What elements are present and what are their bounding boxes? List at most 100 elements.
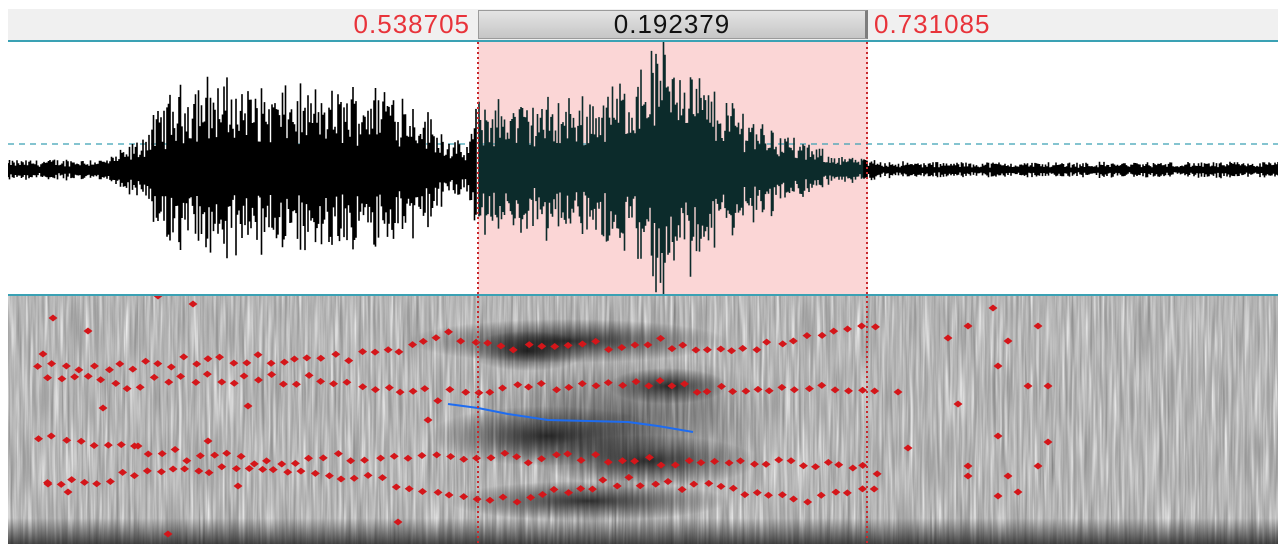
formant-point: [764, 387, 774, 395]
formant-point: [164, 378, 174, 386]
formant-point: [446, 452, 456, 460]
formant-point: [857, 322, 867, 330]
formant-point: [604, 345, 614, 353]
selection-end-time[interactable]: 0.731085: [874, 9, 991, 39]
formant-point: [943, 334, 953, 342]
formant-point: [103, 441, 113, 449]
waveform-panel[interactable]: [8, 42, 1278, 294]
formant-point: [624, 473, 634, 481]
formant-point: [289, 355, 299, 363]
formant-point: [363, 471, 373, 479]
formant-point: [249, 460, 259, 468]
selection-duration-box[interactable]: 0.192379: [478, 10, 868, 39]
formant-point: [804, 385, 814, 393]
formant-point: [1043, 438, 1053, 446]
formant-point: [253, 351, 263, 359]
formant-point: [598, 476, 608, 484]
formant-point: [153, 296, 163, 300]
formant-point: [98, 404, 108, 412]
formant-point: [752, 346, 762, 354]
formant-point: [677, 486, 687, 494]
formant-point: [670, 461, 680, 469]
formant-point: [752, 489, 762, 497]
formant-point: [667, 382, 677, 390]
formant-point: [461, 388, 471, 396]
formant-point: [324, 472, 334, 480]
formant-point: [266, 359, 276, 367]
selection-start-time[interactable]: 0.538705: [353, 9, 470, 39]
formant-point: [290, 459, 300, 467]
formant-point: [57, 375, 67, 383]
formant-point: [498, 493, 508, 501]
formant-point: [342, 378, 352, 386]
formant-point: [170, 445, 180, 453]
formant-point: [417, 452, 427, 460]
formant-point: [848, 464, 858, 472]
formant-point: [360, 456, 370, 464]
energy-blob: [448, 481, 728, 521]
formant-point: [472, 454, 482, 462]
formant-point: [817, 381, 827, 389]
formant-point: [444, 328, 454, 336]
formant-point: [577, 380, 587, 388]
formant-point: [182, 457, 192, 465]
formant-point: [47, 360, 57, 368]
formant-point: [631, 378, 641, 386]
formant-point: [617, 344, 627, 352]
formant-point: [118, 468, 128, 476]
formant-point: [656, 461, 666, 469]
formant-point: [43, 480, 53, 488]
formant-point: [393, 518, 403, 526]
formant-point: [692, 388, 702, 396]
formant-point: [1033, 322, 1043, 330]
waveform-selected: [478, 42, 864, 294]
formant-point: [591, 382, 601, 390]
formant-point: [834, 461, 844, 469]
formant-point: [564, 489, 574, 497]
formant-point: [408, 387, 418, 395]
formant-point: [329, 380, 339, 388]
formant-point: [512, 453, 522, 461]
formant-point: [316, 354, 326, 362]
formant-point: [762, 338, 772, 346]
formant-point: [358, 348, 368, 356]
formant-point: [34, 435, 44, 443]
formant-point: [142, 467, 152, 475]
energy-blob: [468, 356, 788, 476]
formant-point: [678, 341, 688, 349]
formant-point: [591, 337, 601, 345]
formant-point: [56, 480, 66, 488]
formant-point: [268, 466, 278, 474]
formant-point: [432, 451, 442, 459]
spectrogram-panel[interactable]: [8, 296, 1278, 544]
formant-point: [262, 457, 272, 465]
formant-point: [304, 371, 314, 379]
formant-point: [180, 465, 190, 473]
formant-point: [83, 327, 93, 335]
formant-point: [802, 332, 812, 340]
formant-point: [524, 341, 534, 349]
pitch-contour: [447, 403, 694, 433]
formant-point: [291, 380, 301, 388]
formant-point: [431, 334, 441, 342]
formant-point: [843, 325, 853, 333]
formant-point: [777, 383, 787, 391]
formant-point: [233, 482, 243, 490]
formant-point: [811, 463, 821, 471]
formant-point: [587, 485, 597, 493]
formant-point: [243, 402, 253, 410]
formant-point: [310, 469, 320, 477]
time-ruler[interactable]: 0.538705 0.192379 0.731085: [8, 9, 1278, 42]
formant-point: [630, 341, 640, 349]
formant-point: [236, 452, 246, 460]
formant-point: [445, 386, 455, 394]
formant-point: [858, 461, 868, 469]
formant-point: [823, 458, 833, 466]
formant-point: [222, 449, 232, 457]
formant-point: [333, 450, 343, 458]
formant-point: [830, 386, 840, 394]
formant-point: [279, 358, 289, 366]
formant-point: [74, 366, 84, 374]
formant-point: [344, 357, 354, 365]
formant-point: [157, 450, 167, 458]
